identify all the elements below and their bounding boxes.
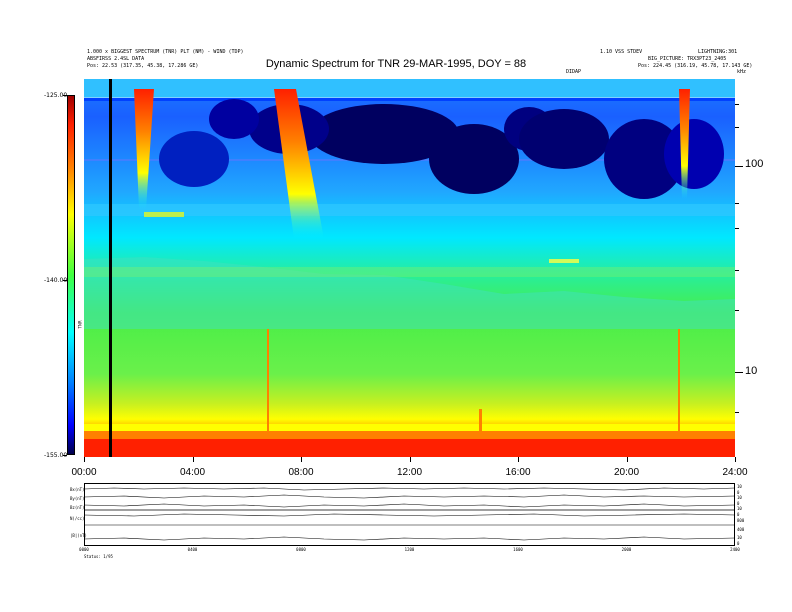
header-left-line1: 1.000 x BIGGEST SPECTRUM (TNR) PLT (NM) …	[87, 49, 244, 55]
colorbar	[67, 95, 75, 455]
spectrogram-svg	[84, 79, 735, 457]
timeseries-x-tick-label: 0400	[187, 547, 198, 552]
x-tick	[409, 457, 411, 462]
y-tick-minor	[735, 412, 739, 413]
timeseries-right-label: 400	[737, 527, 745, 532]
timeseries-label: N(/cc)	[70, 516, 85, 521]
x-tick-label: 12:00	[396, 467, 423, 478]
timeseries-x-tick-label: 0800	[296, 547, 306, 552]
timeseries-footer: Status: 1/95	[84, 554, 113, 559]
x-tick	[301, 457, 302, 462]
x-tick-label: 08:00	[288, 467, 314, 478]
y-tick-minor	[735, 104, 739, 105]
colorbar-tick	[63, 455, 67, 456]
timeseries-right-label: 0	[737, 501, 740, 506]
header-right-line1: 1.10 VSS STDEV	[600, 49, 643, 55]
x-tick	[518, 457, 519, 462]
chart-title: Dynamic Spectrum for TNR 29-MAR-1995, DO…	[265, 58, 527, 70]
timeseries-panel	[84, 483, 735, 546]
x-tick-label: 00:00	[71, 467, 97, 478]
timeseries-x-tick-label: 2400	[730, 547, 740, 552]
timeseries-right-label: 800	[737, 518, 745, 523]
colorbar-tick	[63, 95, 67, 96]
timeseries-right-label: 10	[737, 495, 742, 500]
colorbar-tick-label: -155.00	[44, 452, 68, 459]
spectrogram-plot	[84, 79, 735, 457]
x-tick	[84, 457, 85, 462]
y-tick-minor	[735, 203, 739, 204]
timeseries-right-label: 0	[737, 512, 740, 517]
header-right-line3: Pos: 224.45 (316.19, 45.78, 17.143 GE)	[638, 63, 753, 69]
y-tick-major	[735, 372, 743, 373]
timeseries-label: Bx(nT)	[70, 487, 85, 492]
timeseries-x-tick-label: 2000	[621, 547, 632, 552]
colorbar-label: TNR	[77, 320, 83, 329]
x-tick-label: 16:00	[505, 467, 531, 478]
timeseries-label: |B|(nT)	[70, 533, 87, 538]
timeseries-x-tick-label: 1200	[404, 547, 415, 552]
header-center-small: DIDAP	[566, 69, 582, 75]
y-tick-label: 100	[745, 158, 764, 170]
x-tick	[626, 457, 628, 462]
colorbar-tick-label: -140.00	[44, 277, 68, 284]
timeseries-right-label: 10	[737, 535, 742, 540]
y-tick-major	[735, 166, 743, 167]
timeseries-svg	[84, 487, 735, 541]
y-tick-minor	[735, 127, 739, 128]
timeseries-x-tick-label: 1600	[513, 547, 523, 552]
x-tick-label: 20:00	[613, 467, 640, 478]
x-tick-label: 04:00	[179, 467, 206, 478]
header-left-line3: Pos: 22.53 (317.35, 45.38, 17.286 GE)	[87, 63, 199, 69]
y-tick-minor	[735, 228, 739, 229]
header-far-right-line1: LIGHTNING:301	[698, 49, 738, 55]
timeseries-x-tick-label: 0000	[79, 547, 89, 552]
right-axis-unit: kHz	[737, 69, 747, 75]
x-tick-label: 24:00	[722, 467, 748, 478]
timeseries-label: By(nT)	[70, 496, 85, 501]
y-tick-label: 10	[745, 365, 758, 377]
header-left-line2: ABSFIRSS 2.4SL DATA	[87, 56, 145, 62]
timeseries-label: Bz(nT)	[70, 505, 85, 510]
y-tick-minor	[735, 310, 739, 311]
colorbar-tick-label: -125.00	[44, 92, 68, 99]
timeseries-right-label: 0	[737, 541, 740, 546]
timeseries-right-label: 0	[737, 490, 740, 495]
header-right-line2: BIG_PICTURE: TRX3PT23_2405	[648, 56, 727, 62]
timeseries-right-label: 10	[737, 484, 742, 489]
y-tick-minor	[735, 270, 739, 271]
x-tick	[735, 457, 736, 462]
colorbar-tick	[63, 280, 67, 281]
x-tick	[192, 457, 194, 462]
timeseries-right-label: 10	[737, 506, 742, 511]
